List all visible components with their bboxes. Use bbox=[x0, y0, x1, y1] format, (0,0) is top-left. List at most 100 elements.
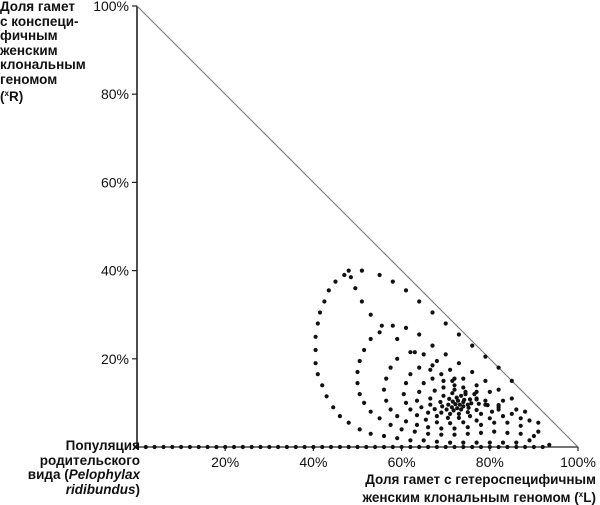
data-point bbox=[426, 445, 430, 449]
tick-group: 20%40%60%80%100%20%40%60%80%100% bbox=[93, 0, 596, 470]
data-point bbox=[448, 441, 452, 445]
data-point bbox=[428, 368, 432, 372]
data-point bbox=[444, 445, 448, 449]
data-point bbox=[362, 401, 366, 405]
data-point bbox=[475, 397, 479, 401]
data-point bbox=[455, 406, 459, 410]
y-axis-title-symbol: (xR) bbox=[0, 87, 108, 105]
x-tick-label: 20% bbox=[211, 454, 239, 470]
data-point bbox=[364, 445, 368, 449]
data-point bbox=[355, 381, 359, 385]
data-point bbox=[470, 445, 474, 449]
data-point bbox=[523, 445, 527, 449]
data-point bbox=[527, 438, 531, 442]
data-point bbox=[435, 359, 439, 363]
data-point bbox=[450, 405, 454, 409]
data-point bbox=[424, 418, 428, 422]
data-point bbox=[355, 370, 359, 374]
data-point bbox=[327, 288, 331, 292]
data-point bbox=[214, 445, 218, 449]
data-point bbox=[426, 411, 430, 415]
data-point bbox=[450, 391, 454, 395]
data-point bbox=[389, 423, 393, 427]
data-point bbox=[400, 445, 404, 449]
data-point bbox=[448, 368, 452, 372]
data-point bbox=[461, 420, 465, 424]
data-point bbox=[435, 420, 439, 424]
x-axis-title-line-1: Доля гамет с гетероспецифичным bbox=[362, 473, 596, 488]
data-point bbox=[430, 377, 434, 381]
data-point bbox=[470, 370, 474, 374]
data-point bbox=[347, 445, 351, 449]
data-point bbox=[488, 441, 492, 445]
data-point bbox=[519, 424, 523, 428]
data-point bbox=[457, 416, 461, 420]
data-point bbox=[447, 397, 451, 401]
x-axis-title: Доля гамет с гетероспецифичным женским к… bbox=[362, 473, 596, 505]
data-point bbox=[417, 390, 421, 394]
x-axis-title-line-2: женским клональным геномом (xL) bbox=[362, 488, 596, 505]
data-point bbox=[439, 426, 443, 430]
data-point bbox=[342, 273, 346, 277]
data-point bbox=[331, 405, 335, 409]
data-point bbox=[444, 321, 448, 325]
data-point bbox=[532, 434, 536, 438]
x-tick-label: 100% bbox=[560, 454, 596, 470]
data-point bbox=[426, 425, 430, 429]
data-point bbox=[389, 407, 393, 411]
data-point bbox=[206, 445, 210, 449]
data-point bbox=[311, 445, 315, 449]
data-point bbox=[497, 366, 501, 370]
data-point bbox=[241, 445, 245, 449]
data-point bbox=[318, 310, 322, 314]
data-point bbox=[505, 421, 509, 425]
data-point bbox=[303, 445, 307, 449]
data-point bbox=[466, 410, 470, 414]
data-point bbox=[435, 440, 439, 444]
data-point bbox=[479, 412, 483, 416]
data-point bbox=[417, 332, 421, 336]
data-point bbox=[475, 383, 479, 387]
data-point bbox=[338, 445, 342, 449]
data-point bbox=[415, 413, 419, 417]
data-point bbox=[369, 410, 373, 414]
data-point bbox=[382, 445, 386, 449]
data-point bbox=[459, 394, 463, 398]
data-point bbox=[510, 379, 514, 383]
data-point bbox=[389, 366, 393, 370]
data-point bbox=[505, 431, 509, 435]
data-point bbox=[483, 379, 487, 383]
data-point bbox=[514, 441, 518, 445]
data-point bbox=[325, 394, 329, 398]
data-point bbox=[468, 397, 472, 401]
data-point bbox=[358, 427, 362, 431]
data-point bbox=[492, 421, 496, 425]
data-point bbox=[267, 445, 271, 449]
data-point bbox=[404, 326, 408, 330]
data-point bbox=[532, 445, 536, 449]
data-point bbox=[483, 399, 487, 403]
data-point bbox=[232, 445, 236, 449]
data-point bbox=[477, 402, 481, 406]
data-point bbox=[448, 421, 452, 425]
data-point bbox=[161, 445, 165, 449]
data-point bbox=[497, 445, 501, 449]
data-point bbox=[527, 418, 531, 422]
data-point bbox=[435, 414, 439, 418]
data-point bbox=[439, 411, 443, 415]
data-point bbox=[428, 396, 432, 400]
data-point bbox=[458, 403, 462, 407]
data-point bbox=[369, 337, 373, 341]
data-point bbox=[419, 405, 423, 409]
data-point bbox=[492, 430, 496, 434]
data-point bbox=[144, 445, 148, 449]
data-points bbox=[135, 269, 552, 450]
data-point bbox=[378, 416, 382, 420]
data-point bbox=[408, 438, 412, 442]
data-point bbox=[501, 441, 505, 445]
data-point bbox=[541, 445, 545, 449]
y-tick-label: 20% bbox=[101, 351, 129, 367]
data-point bbox=[461, 400, 465, 404]
data-point bbox=[488, 416, 492, 420]
data-point bbox=[444, 352, 448, 356]
